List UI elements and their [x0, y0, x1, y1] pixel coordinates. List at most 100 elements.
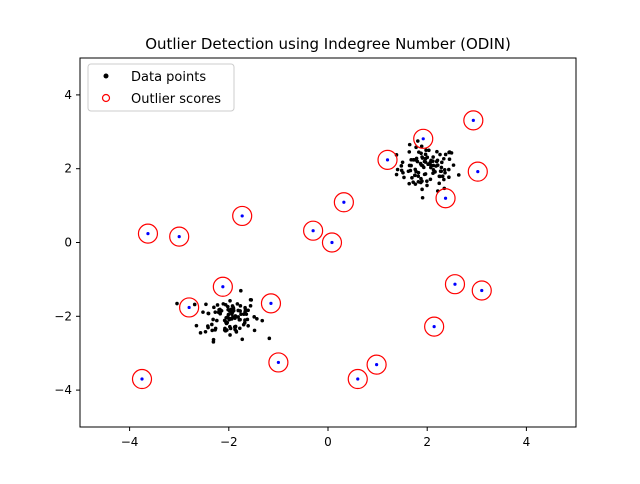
cluster-point	[204, 302, 208, 307]
outlier-point	[311, 229, 315, 233]
cluster-point	[206, 311, 211, 316]
outlier-score-circle	[435, 188, 456, 209]
legend-box	[87, 63, 235, 112]
cluster-point	[395, 167, 400, 172]
cluster-point	[447, 157, 452, 162]
outlier-point	[476, 170, 480, 174]
cluster-point	[252, 315, 256, 319]
y-tick-label: 4	[64, 88, 72, 102]
cluster-point	[407, 181, 411, 186]
outlier-score-circle	[463, 110, 484, 131]
cluster-point	[420, 195, 425, 200]
cluster-point	[435, 163, 440, 167]
cluster-point	[242, 320, 247, 325]
cluster-point	[423, 156, 428, 161]
cluster-point	[246, 308, 250, 313]
outlier-point	[471, 118, 475, 122]
legend-marker-outlier-scores	[101, 93, 111, 103]
cluster-point	[211, 340, 216, 344]
cluster-point	[416, 174, 421, 178]
cluster-point	[224, 315, 228, 320]
cluster-point	[213, 328, 217, 332]
cluster-point	[213, 310, 218, 314]
cluster-point	[429, 163, 433, 168]
cluster-point	[447, 167, 451, 172]
cluster-point	[439, 169, 444, 174]
cluster-point	[236, 308, 241, 313]
cluster-point	[407, 150, 412, 154]
cluster-point	[248, 304, 253, 308]
cluster-point	[423, 152, 428, 157]
outlier-point	[356, 377, 360, 381]
cluster-point	[201, 310, 205, 314]
cluster-point	[267, 336, 272, 341]
cluster-point	[441, 156, 446, 161]
cluster-point	[413, 173, 417, 178]
cluster-point	[234, 329, 238, 333]
cluster-point	[407, 163, 412, 168]
x-tick-label: −2	[220, 435, 238, 449]
outlier-point	[385, 158, 390, 162]
cluster-point	[435, 158, 440, 163]
cluster-point	[230, 312, 234, 316]
legend: Data points Outlier scores	[87, 63, 235, 112]
outlier-score-circle	[467, 161, 488, 182]
cluster-point	[260, 318, 265, 323]
outlier-score-circle	[377, 149, 398, 170]
cluster-point	[225, 304, 230, 309]
cluster-point	[227, 316, 231, 321]
outlier-point	[140, 377, 144, 381]
cluster-point	[413, 167, 418, 172]
outlier-point	[480, 288, 484, 293]
y-axis-ticks: −4 −2 0 2 4	[54, 88, 80, 397]
cluster-point	[216, 310, 221, 315]
outlier-points	[131, 110, 492, 390]
y-tick-label: −4	[54, 383, 72, 397]
cluster-point	[438, 152, 442, 157]
outlier-point	[330, 240, 334, 245]
cluster-point	[416, 170, 421, 175]
outlier-score-circle	[179, 297, 200, 318]
cluster-point	[175, 301, 179, 306]
cluster-point	[425, 183, 429, 188]
cluster-point	[246, 323, 250, 328]
cluster-point	[419, 144, 424, 149]
cluster-point	[443, 170, 447, 175]
outlier-score-circle	[333, 192, 354, 213]
outlier-score-circle	[413, 128, 434, 149]
cluster-point	[215, 318, 219, 323]
cluster-point	[420, 179, 424, 183]
cluster-point	[203, 329, 208, 334]
cluster-point	[233, 324, 238, 329]
outlier-point	[432, 325, 436, 329]
outlier-point	[221, 285, 225, 289]
x-tick-label: −4	[121, 435, 139, 449]
chart-title: Outlier Detection using Indegree Number …	[145, 35, 511, 53]
cluster-point	[456, 173, 461, 177]
cluster-point	[228, 324, 232, 329]
outlier-score-circle	[131, 368, 153, 390]
outlier-score-circle	[347, 368, 368, 390]
x-tick-label: 4	[523, 435, 531, 449]
cluster-point	[192, 302, 197, 307]
cluster-point	[239, 312, 243, 317]
cluster-point	[238, 304, 243, 308]
cluster-point	[417, 150, 421, 154]
outlier-score-circle	[444, 274, 466, 295]
cluster-point	[447, 175, 451, 180]
legend-marker-data-points	[103, 73, 109, 79]
outlier-point	[146, 232, 150, 236]
cluster-point	[420, 187, 424, 192]
outlier-point	[276, 360, 280, 365]
y-tick-label: −2	[54, 309, 72, 323]
cluster-point	[427, 148, 431, 153]
cluster-point	[399, 164, 404, 168]
cluster-point	[439, 165, 444, 170]
cluster-point	[228, 333, 232, 337]
outlier-point	[177, 234, 181, 239]
plot-area	[80, 58, 576, 427]
cluster-point	[238, 326, 242, 331]
cluster-point	[424, 148, 428, 152]
